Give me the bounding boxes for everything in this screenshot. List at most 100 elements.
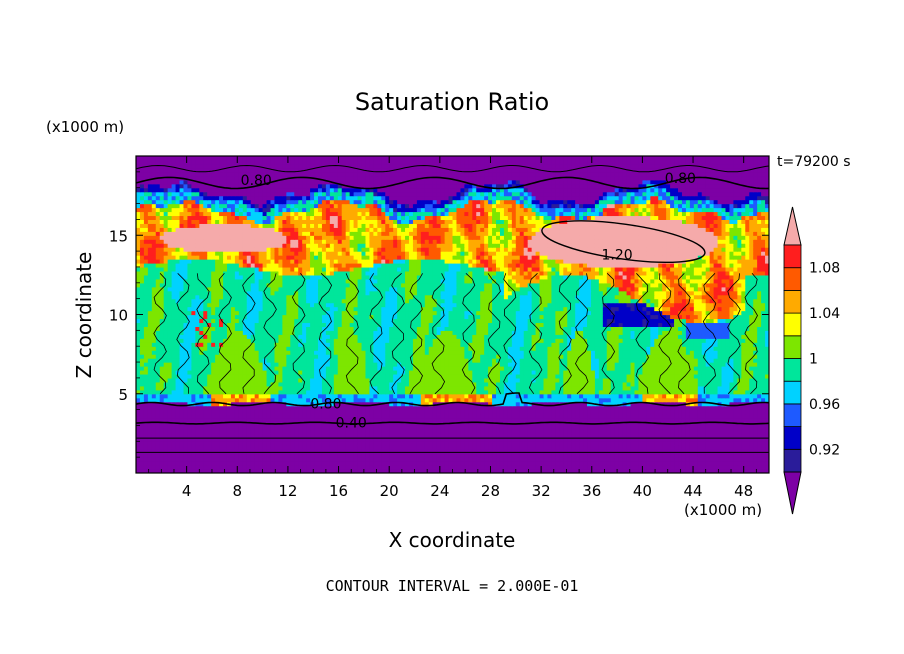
field-cell <box>278 377 283 383</box>
field-cell <box>717 366 723 371</box>
field-cell <box>444 354 450 359</box>
field-cell <box>412 457 418 462</box>
field-cell <box>472 417 477 423</box>
field-cell <box>670 413 675 419</box>
field-cell <box>749 377 754 383</box>
field-cell <box>678 449 683 454</box>
field-cell <box>697 417 703 423</box>
field-cell <box>670 373 675 379</box>
field-cell <box>460 445 465 450</box>
field-cell <box>685 425 691 431</box>
field-cell <box>298 449 303 454</box>
field-cell <box>488 397 493 403</box>
field-cell <box>163 405 169 411</box>
field-cell <box>571 362 576 367</box>
field-cell <box>543 441 549 446</box>
field-cell <box>163 421 169 427</box>
field-cell <box>310 354 315 359</box>
field-cell <box>662 429 667 434</box>
field-cell <box>456 373 462 379</box>
field-cell <box>464 433 469 438</box>
field-cell <box>234 449 240 454</box>
field-cell <box>333 373 339 379</box>
field-cell <box>401 445 406 450</box>
field-cell <box>341 397 347 403</box>
field-cell <box>670 441 675 446</box>
field-cell <box>412 366 418 371</box>
field-cell <box>242 346 248 351</box>
field-cell <box>290 409 295 415</box>
field-cell <box>658 457 663 462</box>
field-cell <box>460 405 465 411</box>
field-cell <box>681 453 687 458</box>
field-cell <box>571 405 576 411</box>
field-cell <box>349 393 355 399</box>
field-cell <box>646 429 651 434</box>
field-cell <box>405 445 410 450</box>
field-cell <box>290 354 295 359</box>
field-cell <box>693 413 699 419</box>
field-cell <box>223 417 228 423</box>
field-cell <box>587 354 592 359</box>
field-cell <box>519 457 525 462</box>
field-cell <box>345 433 351 438</box>
field-cell <box>496 409 501 415</box>
field-cell <box>741 457 746 462</box>
field-cell <box>757 350 762 355</box>
field-cell <box>187 362 192 367</box>
field-cell <box>725 389 731 395</box>
field-cell <box>365 425 371 431</box>
field-cell <box>575 397 580 403</box>
field-cell <box>226 417 232 423</box>
field-cell <box>147 425 153 431</box>
field-cell <box>555 457 560 462</box>
field-cell <box>385 413 390 419</box>
field-cell <box>559 425 564 431</box>
field-cell <box>329 437 335 442</box>
field-cell <box>436 413 442 419</box>
field-cell <box>511 445 517 450</box>
field-cell <box>559 373 564 379</box>
field-cell <box>701 437 707 442</box>
field-cell <box>254 433 260 438</box>
field-cell <box>571 358 576 363</box>
field-cell <box>749 465 754 470</box>
field-cell <box>622 461 628 466</box>
field-cell <box>658 417 663 423</box>
field-cell <box>654 417 659 423</box>
field-cell <box>650 350 655 355</box>
field-cell <box>393 385 398 391</box>
field-cell <box>282 465 287 470</box>
field-cell <box>737 401 742 407</box>
field-cell <box>594 377 600 383</box>
field-cell <box>488 441 493 446</box>
field-cell <box>448 350 454 355</box>
field-cell <box>646 389 651 395</box>
field-cell <box>314 449 319 454</box>
field-cell <box>480 373 485 379</box>
field-cell <box>594 449 600 454</box>
field-cell <box>302 354 307 359</box>
field-cell <box>163 445 169 450</box>
field-cell <box>464 377 469 383</box>
field-cell <box>416 433 422 438</box>
field-cell <box>155 469 161 473</box>
field-cell <box>266 350 272 355</box>
field-cell <box>717 389 723 395</box>
field-cell <box>310 385 315 391</box>
field-cell <box>286 433 291 438</box>
field-cell <box>507 381 513 387</box>
field-cell <box>369 393 374 399</box>
field-cell <box>230 421 236 427</box>
field-cell <box>551 437 556 442</box>
field-cell <box>171 385 177 391</box>
field-cell <box>737 429 742 434</box>
field-cell <box>701 366 707 371</box>
field-cell <box>219 385 224 391</box>
field-cell <box>678 437 683 442</box>
field-cell <box>428 373 434 379</box>
field-cell <box>254 385 260 391</box>
field-cell <box>349 381 355 387</box>
field-cell <box>250 413 256 419</box>
field-cell <box>211 433 216 438</box>
